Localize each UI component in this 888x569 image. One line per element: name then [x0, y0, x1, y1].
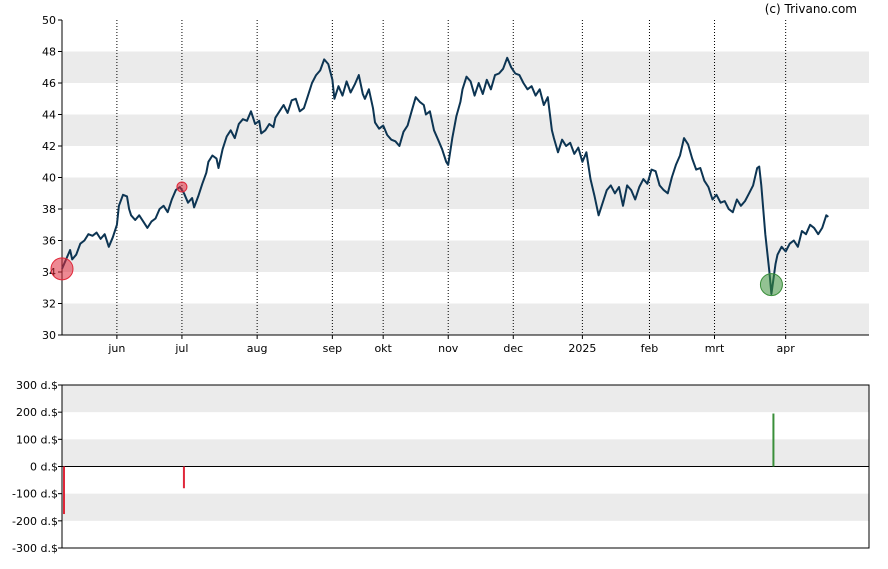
price-series-line — [61, 56, 829, 295]
y-tick-label: 38 — [42, 203, 56, 216]
trade-y-tick-label: 200 d.$ — [16, 406, 58, 419]
trade-grid-band — [62, 439, 869, 467]
trade-y-tick-label: -300 d.$ — [12, 542, 58, 555]
buy-marker — [759, 273, 783, 297]
x-tick-label: okt — [374, 342, 392, 355]
credit-text: (c) Trivano.com — [765, 2, 857, 16]
trade-grid-band — [62, 385, 869, 413]
price-grid-band — [62, 303, 869, 335]
price-panel: jun jul aug sep okt nov dec 2025 feb mrt apr303234… — [42, 14, 869, 355]
price-grid-band — [62, 240, 869, 272]
y-tick-label: 36 — [42, 235, 56, 248]
y-tick-label: 46 — [42, 77, 56, 90]
trade-y-tick-label: -100 d.$ — [12, 488, 58, 501]
x-tick-label: feb — [641, 342, 659, 355]
y-tick-label: 32 — [42, 298, 56, 311]
y-tick-label: 48 — [42, 46, 56, 59]
y-tick-label: 40 — [42, 172, 56, 185]
x-tick-label: jul — [174, 342, 188, 355]
sell-marker — [50, 257, 74, 281]
transaction-panel: 300 d.$ 200 d.$ 100 d.$ 0 d.$ -100 d.$ -200 d… — [12, 379, 870, 555]
y-tick-label: 50 — [42, 14, 56, 27]
price-grid-band — [62, 114, 869, 146]
trade-grid-band — [62, 493, 869, 521]
y-tick-label: 44 — [42, 109, 56, 122]
x-tick-label: apr — [777, 342, 796, 355]
y-tick-label: 42 — [42, 140, 56, 153]
trade-y-tick-label: 300 d.$ — [16, 379, 58, 392]
trade-y-tick-label: 100 d.$ — [16, 433, 58, 446]
x-tick-label: nov — [438, 342, 459, 355]
x-tick-label: dec — [503, 342, 523, 355]
y-tick-label: 30 — [42, 329, 56, 342]
x-tick-label: sep — [323, 342, 342, 355]
x-tick-label: aug — [247, 342, 268, 355]
sell-marker — [176, 181, 188, 193]
x-tick-label: mrt — [705, 342, 725, 355]
trade-frame — [61, 384, 870, 549]
trade-y-tick-label: 0 d.$ — [30, 461, 58, 474]
trade-y-tick-label: -200 d.$ — [12, 515, 58, 528]
x-tick-label: 2025 — [568, 342, 596, 355]
x-tick-label: jun — [107, 342, 125, 355]
